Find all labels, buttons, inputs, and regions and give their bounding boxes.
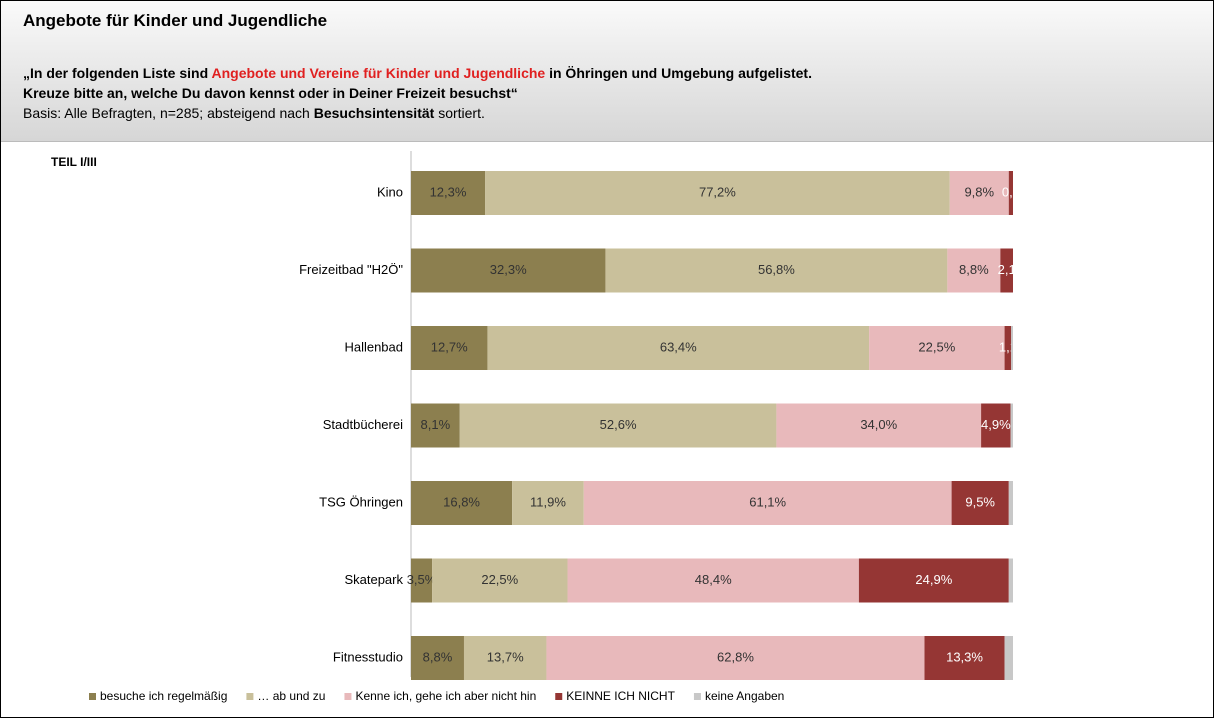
legend-label: … ab und zu [257,689,325,703]
bar-segment [411,403,460,448]
bar-segment [463,636,547,680]
value-label: 9,5% [965,494,995,509]
legend-label: keine Angaben [705,689,784,703]
legend-label: KEINNE ICH NICHT [566,689,675,703]
legend-swatch [344,693,352,700]
legend-swatch [89,693,96,700]
bar-segment [1008,558,1013,603]
category-label: Fitnesstudio [333,649,403,664]
value-label: 13,7% [487,649,524,664]
text: Basis: Alle Befragten, n=285; absteigend… [23,105,314,121]
value-label: 9,8% [964,184,994,199]
text: sortiert. [434,105,485,121]
value-label: 63,4% [660,339,697,354]
text: Besuchsintensität [313,105,435,121]
legend-label: Kenne ich, gehe ich aber nicht hin [355,689,536,703]
legend-swatch [693,693,701,700]
question: Kreuze bitte an, welche Du davon kennst … [23,85,518,101]
value-label: 24,9% [915,572,952,587]
value-label: 48,4% [695,572,732,587]
bar-segment [1008,481,1013,525]
bar-segment [411,171,486,215]
value-label: 61,1% [749,494,786,509]
legend-label: besuche ich regelmäßig [100,689,227,703]
chart-subtitle: TEIL I/III [51,155,97,169]
text: in Öhringen und Umgebung aufgelistet. [545,65,812,81]
bar-segment [546,636,925,680]
category-label: Stadtbücherei [323,417,403,432]
value-label: 77,2% [699,184,736,199]
value-label: 4,9% [981,417,1011,432]
bar-segment [869,326,1005,370]
value-label: 1,1 [999,339,1017,354]
value-label: 34,0% [860,417,897,432]
title: Angebote für Kinder und Jugendliche [23,11,328,30]
chart: TEIL I/III Kino 12,3% 77,2% 9,8% 0,7 Freizeit… [51,151,1020,703]
legend-swatch [246,693,254,700]
value-label: 62,8% [717,649,754,664]
bar-segment [1008,171,1013,215]
bar-segment [411,248,606,293]
value-label: 12,3% [430,184,467,199]
category-label: Skatepark [344,572,403,587]
bar-segment [1000,248,1013,293]
bar-segment [949,171,1009,215]
value-label: 22,5% [481,572,518,587]
value-label: 3,5% [407,572,437,587]
value-label: 2,1 [998,262,1016,277]
bar-segment [411,326,488,370]
bar-segment [411,636,464,680]
bar-segment [924,636,1005,680]
bar-segment [1010,403,1013,448]
bar-segment [485,171,950,215]
value-label: 32,3% [490,262,527,277]
bar-segment [411,481,513,525]
value-label: 0,7 [1002,184,1020,199]
bar-segment [487,326,870,370]
value-label: 13,3% [946,649,983,664]
bar-segment [776,403,982,448]
bar-segment [951,481,1009,525]
bar-segment [605,248,948,293]
category-label: Kino [377,184,403,199]
bar-segment [512,481,584,525]
legend-swatch [555,693,563,700]
category-label: Hallenbad [344,339,403,354]
bar-segment [583,481,952,525]
bar-segment [1011,326,1013,370]
value-label: 12,7% [431,339,468,354]
bar-segment [459,403,777,448]
value-label: 8,8% [423,649,453,664]
value-label: 8,8% [959,262,989,277]
value-label: 16,8% [443,494,480,509]
category-label: TSG Öhringen [319,494,403,509]
bar-segment [858,558,1009,603]
bar-segment [1004,636,1013,680]
question: „In der folgenden Liste sind Angebote un… [23,65,812,81]
header: Angebote für Kinder und Jugendliche „In … [1,1,1213,142]
category-label: Freizeitbad "H2Ö" [299,262,403,277]
value-label: 52,6% [600,417,637,432]
value-label: 22,5% [918,339,955,354]
text: „In der folgenden Liste sind [23,65,212,81]
bar-segment [432,558,568,603]
highlight: Angebote und Vereine für Kinder und Juge… [211,65,546,81]
bar-segment [1004,326,1012,370]
value-label: 56,8% [758,262,795,277]
bar-segment [947,248,1001,293]
bar-segment [567,558,859,603]
basis: Basis: Alle Befragten, n=285; absteigend… [23,105,485,121]
value-label: 11,9% [530,494,566,509]
bar-segment [411,558,433,603]
bar-segment [981,403,1011,448]
value-label: 8,1% [421,417,451,432]
